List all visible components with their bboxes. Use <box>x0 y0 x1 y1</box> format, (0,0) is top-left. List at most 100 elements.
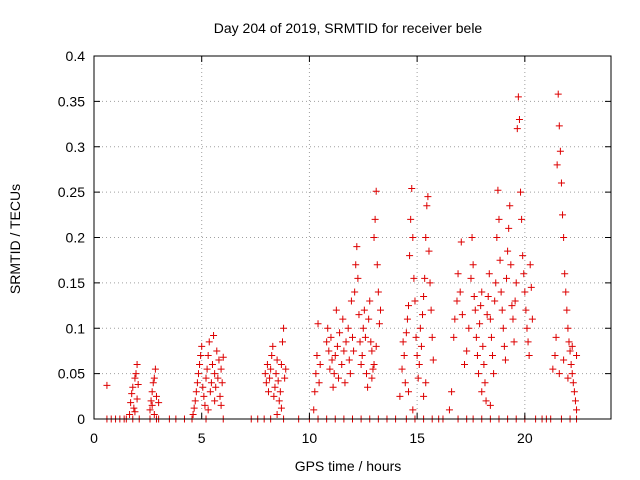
data-point <box>276 388 284 396</box>
data-point <box>211 397 219 405</box>
data-point <box>266 374 274 382</box>
data-point <box>372 342 380 350</box>
data-point <box>359 324 367 332</box>
data-point <box>481 379 489 387</box>
data-point <box>513 125 521 133</box>
data-point <box>521 288 529 296</box>
data-point <box>214 374 222 382</box>
data-point <box>486 401 494 409</box>
data-point <box>365 315 373 323</box>
data-point <box>133 395 141 403</box>
data-point <box>559 211 567 219</box>
data-point <box>310 406 318 414</box>
y-tick-label: 0.35 <box>58 93 85 109</box>
data-point <box>413 351 421 359</box>
data-point <box>192 388 200 396</box>
data-point <box>549 365 557 373</box>
data-point <box>134 381 142 389</box>
data-point <box>469 261 477 269</box>
data-point <box>473 351 481 359</box>
data-point <box>268 351 276 359</box>
data-point <box>216 392 224 400</box>
data-point <box>468 234 476 241</box>
data-point <box>419 311 427 319</box>
grid-lines <box>94 56 611 419</box>
data-point <box>487 333 495 341</box>
data-point <box>103 381 111 389</box>
data-point <box>453 297 461 305</box>
data-point <box>560 356 568 364</box>
data-point <box>403 315 411 323</box>
x-tick-label: 5 <box>198 430 206 446</box>
data-point <box>515 116 523 124</box>
data-point <box>370 234 378 241</box>
data-point <box>263 361 271 369</box>
data-point <box>429 356 437 364</box>
data-point <box>204 351 212 359</box>
data-point <box>458 311 466 319</box>
data-point <box>491 297 499 305</box>
data-point <box>205 338 213 346</box>
data-point <box>198 342 206 350</box>
data-point <box>340 347 348 355</box>
data-point <box>420 292 428 300</box>
data-point <box>274 377 282 385</box>
y-tick-label: 0.15 <box>58 275 85 291</box>
data-point <box>350 347 358 355</box>
axis-ticks <box>93 55 611 420</box>
data-point <box>356 338 364 346</box>
data-point <box>494 186 502 194</box>
data-point <box>202 374 210 382</box>
data-point <box>480 361 488 369</box>
data-point <box>190 404 198 412</box>
data-point <box>478 388 486 396</box>
data-point <box>207 379 215 387</box>
data-point <box>334 374 342 382</box>
y-tick-label: 0.4 <box>66 48 86 64</box>
data-point <box>373 261 381 269</box>
data-point <box>146 406 154 414</box>
data-point <box>215 356 223 364</box>
data-point <box>524 338 532 346</box>
data-point <box>423 202 431 210</box>
data-point <box>493 234 501 241</box>
data-point <box>448 388 456 396</box>
data-point <box>477 302 485 310</box>
data-point <box>130 404 138 412</box>
data-point <box>325 347 333 355</box>
data-point <box>567 361 575 369</box>
data-point <box>425 247 433 255</box>
data-point <box>486 315 494 323</box>
plot-border <box>93 55 612 420</box>
data-point <box>497 288 505 296</box>
data-point <box>482 397 490 405</box>
data-point <box>478 288 486 296</box>
data-point <box>368 347 376 355</box>
data-point <box>409 234 417 241</box>
data-point <box>396 392 404 400</box>
data-point <box>507 261 515 269</box>
data-point <box>422 234 430 241</box>
data-point <box>398 365 406 373</box>
data-point <box>375 320 383 328</box>
data-point <box>526 261 534 269</box>
data-point <box>483 311 491 319</box>
data-point <box>461 361 469 369</box>
data-point <box>511 297 519 305</box>
data-point <box>500 342 508 350</box>
data-point <box>555 370 563 378</box>
data-point <box>367 338 375 346</box>
data-point <box>148 401 156 409</box>
y-tick-label: 0 <box>77 411 85 427</box>
data-point <box>206 388 214 396</box>
data-point <box>509 315 517 323</box>
data-point <box>405 302 413 310</box>
data-point <box>472 333 480 341</box>
data-point <box>370 361 378 369</box>
data-point <box>347 297 355 305</box>
data-point <box>270 392 278 400</box>
data-point <box>328 356 336 364</box>
data-point <box>131 374 139 382</box>
data-point <box>407 215 415 223</box>
data-point <box>264 388 272 396</box>
